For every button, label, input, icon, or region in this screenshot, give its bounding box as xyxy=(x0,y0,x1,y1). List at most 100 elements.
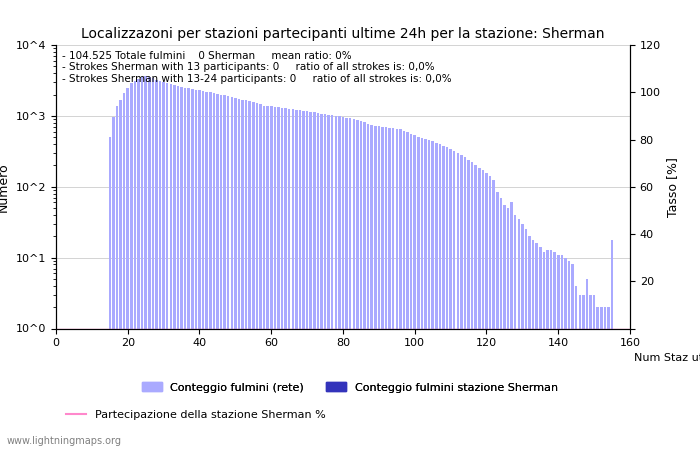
Bar xyxy=(198,90,201,450)
Bar xyxy=(220,94,223,450)
Bar xyxy=(152,78,154,450)
Bar xyxy=(349,118,351,450)
Bar xyxy=(568,261,570,450)
Bar xyxy=(482,171,484,450)
Bar xyxy=(399,129,402,450)
Bar xyxy=(424,139,427,450)
Bar xyxy=(302,111,304,450)
Bar xyxy=(532,239,534,450)
Bar xyxy=(205,92,208,450)
Bar xyxy=(184,88,186,450)
Bar xyxy=(328,115,330,450)
Bar xyxy=(377,126,380,450)
Bar xyxy=(485,173,488,450)
Bar xyxy=(478,168,481,450)
Bar xyxy=(284,108,287,450)
Bar xyxy=(622,328,624,450)
Bar xyxy=(316,113,319,450)
Y-axis label: Tasso [%]: Tasso [%] xyxy=(666,157,680,217)
Bar xyxy=(586,279,588,450)
Bar xyxy=(248,101,251,450)
Bar xyxy=(313,112,316,450)
Bar xyxy=(130,83,132,450)
Bar xyxy=(137,79,140,450)
Bar xyxy=(213,93,215,450)
Bar xyxy=(446,147,448,450)
Bar xyxy=(460,155,463,450)
Bar xyxy=(475,166,477,450)
Bar xyxy=(367,123,370,450)
Bar xyxy=(288,109,290,450)
Bar xyxy=(600,307,603,450)
Bar xyxy=(324,114,326,450)
Bar xyxy=(108,137,111,450)
Bar xyxy=(510,202,513,450)
Bar xyxy=(453,151,456,450)
Bar xyxy=(306,111,309,450)
Bar xyxy=(618,328,620,450)
Bar xyxy=(571,265,574,450)
Bar xyxy=(439,144,441,450)
Bar xyxy=(195,90,197,450)
Bar xyxy=(385,127,387,450)
Bar xyxy=(169,84,172,450)
Bar xyxy=(611,239,613,450)
Bar xyxy=(550,250,552,450)
Bar xyxy=(335,116,337,450)
Bar xyxy=(227,96,230,450)
Bar xyxy=(112,117,115,450)
Bar xyxy=(234,98,237,450)
Bar xyxy=(442,146,444,450)
Bar xyxy=(589,295,592,450)
Bar xyxy=(270,106,272,450)
Bar xyxy=(496,192,498,450)
Bar xyxy=(471,162,473,450)
Bar xyxy=(615,328,617,450)
Bar xyxy=(561,255,563,450)
Bar xyxy=(216,94,218,450)
Bar xyxy=(238,99,240,450)
Bar xyxy=(356,120,358,450)
Bar xyxy=(252,103,255,450)
Bar xyxy=(148,77,150,450)
Bar xyxy=(262,105,265,450)
Bar xyxy=(625,328,628,450)
Bar xyxy=(116,105,118,450)
Bar xyxy=(345,118,348,450)
Bar xyxy=(202,91,204,450)
Bar xyxy=(241,99,244,450)
Bar xyxy=(309,112,312,450)
Bar xyxy=(525,230,527,450)
Bar xyxy=(291,109,294,450)
Bar xyxy=(456,153,459,450)
Bar xyxy=(245,100,247,450)
Bar xyxy=(389,128,391,450)
Bar xyxy=(517,219,520,450)
Bar xyxy=(521,224,524,450)
Bar xyxy=(141,77,144,450)
Bar xyxy=(134,81,136,450)
Bar xyxy=(159,81,161,450)
Bar xyxy=(410,134,412,450)
Bar xyxy=(338,117,341,450)
Bar xyxy=(374,126,377,450)
Bar xyxy=(503,205,505,450)
Bar xyxy=(596,307,599,450)
Bar xyxy=(414,135,416,450)
Bar xyxy=(360,121,362,450)
Bar xyxy=(267,106,269,450)
Bar xyxy=(119,99,122,450)
Legend: Conteggio fulmini (rete), Conteggio fulmini stazione Sherman: Conteggio fulmini (rete), Conteggio fulm… xyxy=(141,382,559,393)
Bar xyxy=(417,137,419,450)
Bar xyxy=(489,176,491,450)
Bar xyxy=(500,198,502,450)
Bar xyxy=(353,119,355,450)
Bar xyxy=(223,95,226,450)
Title: Localizzazoni per stazioni partecipanti ultime 24h per la stazione: Sherman: Localizzazoni per stazioni partecipanti … xyxy=(81,27,605,41)
Bar xyxy=(536,243,538,450)
Bar xyxy=(259,104,262,450)
Bar xyxy=(557,255,559,450)
Bar xyxy=(166,83,169,450)
Bar xyxy=(449,149,452,450)
Bar xyxy=(435,143,438,450)
